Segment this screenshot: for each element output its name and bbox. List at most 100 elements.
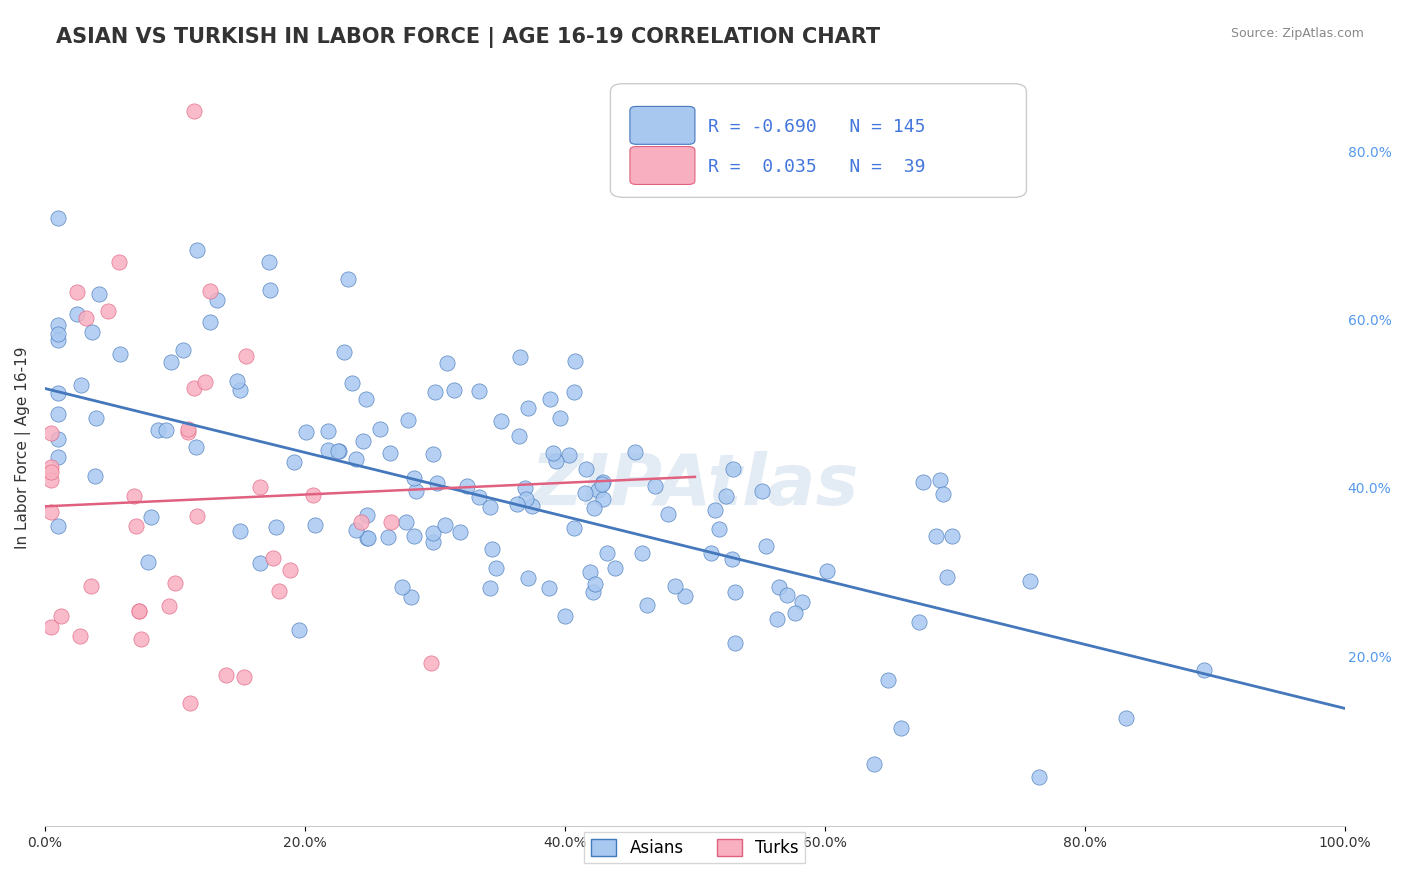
Turks <box>186 508 208 523</box>
Asians <box>200 315 222 329</box>
Text: Source: ZipAtlas.com: Source: ZipAtlas.com <box>1230 27 1364 40</box>
Turks <box>66 285 89 299</box>
Text: ZIPAtlas: ZIPAtlas <box>530 450 859 520</box>
Asians <box>352 434 374 448</box>
Asians <box>1018 574 1040 588</box>
Turks <box>41 459 63 474</box>
Asians <box>257 255 280 269</box>
Asians <box>46 211 69 226</box>
Turks <box>232 670 254 684</box>
Asians <box>288 623 311 637</box>
Asians <box>768 580 790 594</box>
Asians <box>766 612 789 626</box>
Asians <box>422 535 444 549</box>
Asians <box>46 450 69 464</box>
Turks <box>80 579 103 593</box>
Asians <box>541 446 564 460</box>
Turks <box>380 515 402 529</box>
Turks <box>128 604 150 618</box>
Asians <box>87 287 110 301</box>
Asians <box>704 503 727 517</box>
Turks <box>41 620 63 634</box>
Asians <box>46 519 69 533</box>
Turks <box>215 667 238 681</box>
Asians <box>391 581 413 595</box>
Asians <box>139 509 162 524</box>
Turks <box>97 304 120 318</box>
Text: 20.0%: 20.0% <box>1347 651 1392 665</box>
Asians <box>581 585 603 599</box>
Turks <box>177 425 200 439</box>
Asians <box>724 636 747 650</box>
Asians <box>84 411 107 425</box>
Asians <box>751 484 773 499</box>
Asians <box>402 529 425 543</box>
Asians <box>66 307 89 321</box>
Asians <box>249 556 271 570</box>
Asians <box>316 442 339 457</box>
Turks <box>194 375 217 389</box>
Asians <box>356 508 378 522</box>
Asians <box>783 606 806 620</box>
Asians <box>520 500 543 514</box>
Turks <box>350 515 373 529</box>
Asians <box>537 581 560 595</box>
Text: 60.0%: 60.0% <box>1347 314 1392 328</box>
Asians <box>283 455 305 469</box>
Asians <box>574 485 596 500</box>
Asians <box>264 519 287 533</box>
Asians <box>467 384 489 398</box>
Turks <box>179 696 201 710</box>
Asians <box>636 598 658 612</box>
Asians <box>562 385 585 400</box>
FancyBboxPatch shape <box>630 106 695 145</box>
Asians <box>592 491 614 506</box>
Asians <box>401 590 423 604</box>
Asians <box>478 581 501 595</box>
Asians <box>562 521 585 535</box>
Asians <box>422 525 444 540</box>
Asians <box>583 577 606 591</box>
Turks <box>269 584 291 599</box>
Asians <box>326 443 349 458</box>
Turks <box>249 480 271 494</box>
Asians <box>485 561 508 575</box>
Turks <box>262 550 284 565</box>
Asians <box>644 478 666 492</box>
Asians <box>425 385 447 400</box>
Asians <box>700 546 723 560</box>
Asians <box>378 446 401 460</box>
Turks <box>235 349 257 363</box>
Asians <box>936 570 959 584</box>
Asians <box>377 530 399 544</box>
Asians <box>924 529 946 543</box>
Turks <box>125 519 148 533</box>
Asians <box>941 529 963 543</box>
Turks <box>163 575 186 590</box>
Asians <box>405 483 427 498</box>
Asians <box>449 525 471 540</box>
Text: 80.0%: 80.0% <box>1347 145 1392 160</box>
Asians <box>596 546 619 560</box>
Turks <box>128 604 150 618</box>
Asians <box>721 461 744 475</box>
Asians <box>721 552 744 566</box>
Asians <box>468 490 491 504</box>
Asians <box>422 447 444 461</box>
Asians <box>184 440 207 454</box>
Asians <box>46 408 69 422</box>
Turks <box>41 505 63 519</box>
Asians <box>876 673 898 688</box>
Turks <box>41 426 63 441</box>
Asians <box>591 476 613 491</box>
Asians <box>295 425 318 439</box>
Asians <box>368 422 391 436</box>
Asians <box>509 351 531 365</box>
Asians <box>592 475 614 490</box>
Asians <box>506 497 529 511</box>
Asians <box>205 293 228 307</box>
Asians <box>776 588 799 602</box>
Asians <box>108 347 131 361</box>
Asians <box>229 524 252 538</box>
Text: R = -0.690   N = 145: R = -0.690 N = 145 <box>707 118 925 136</box>
